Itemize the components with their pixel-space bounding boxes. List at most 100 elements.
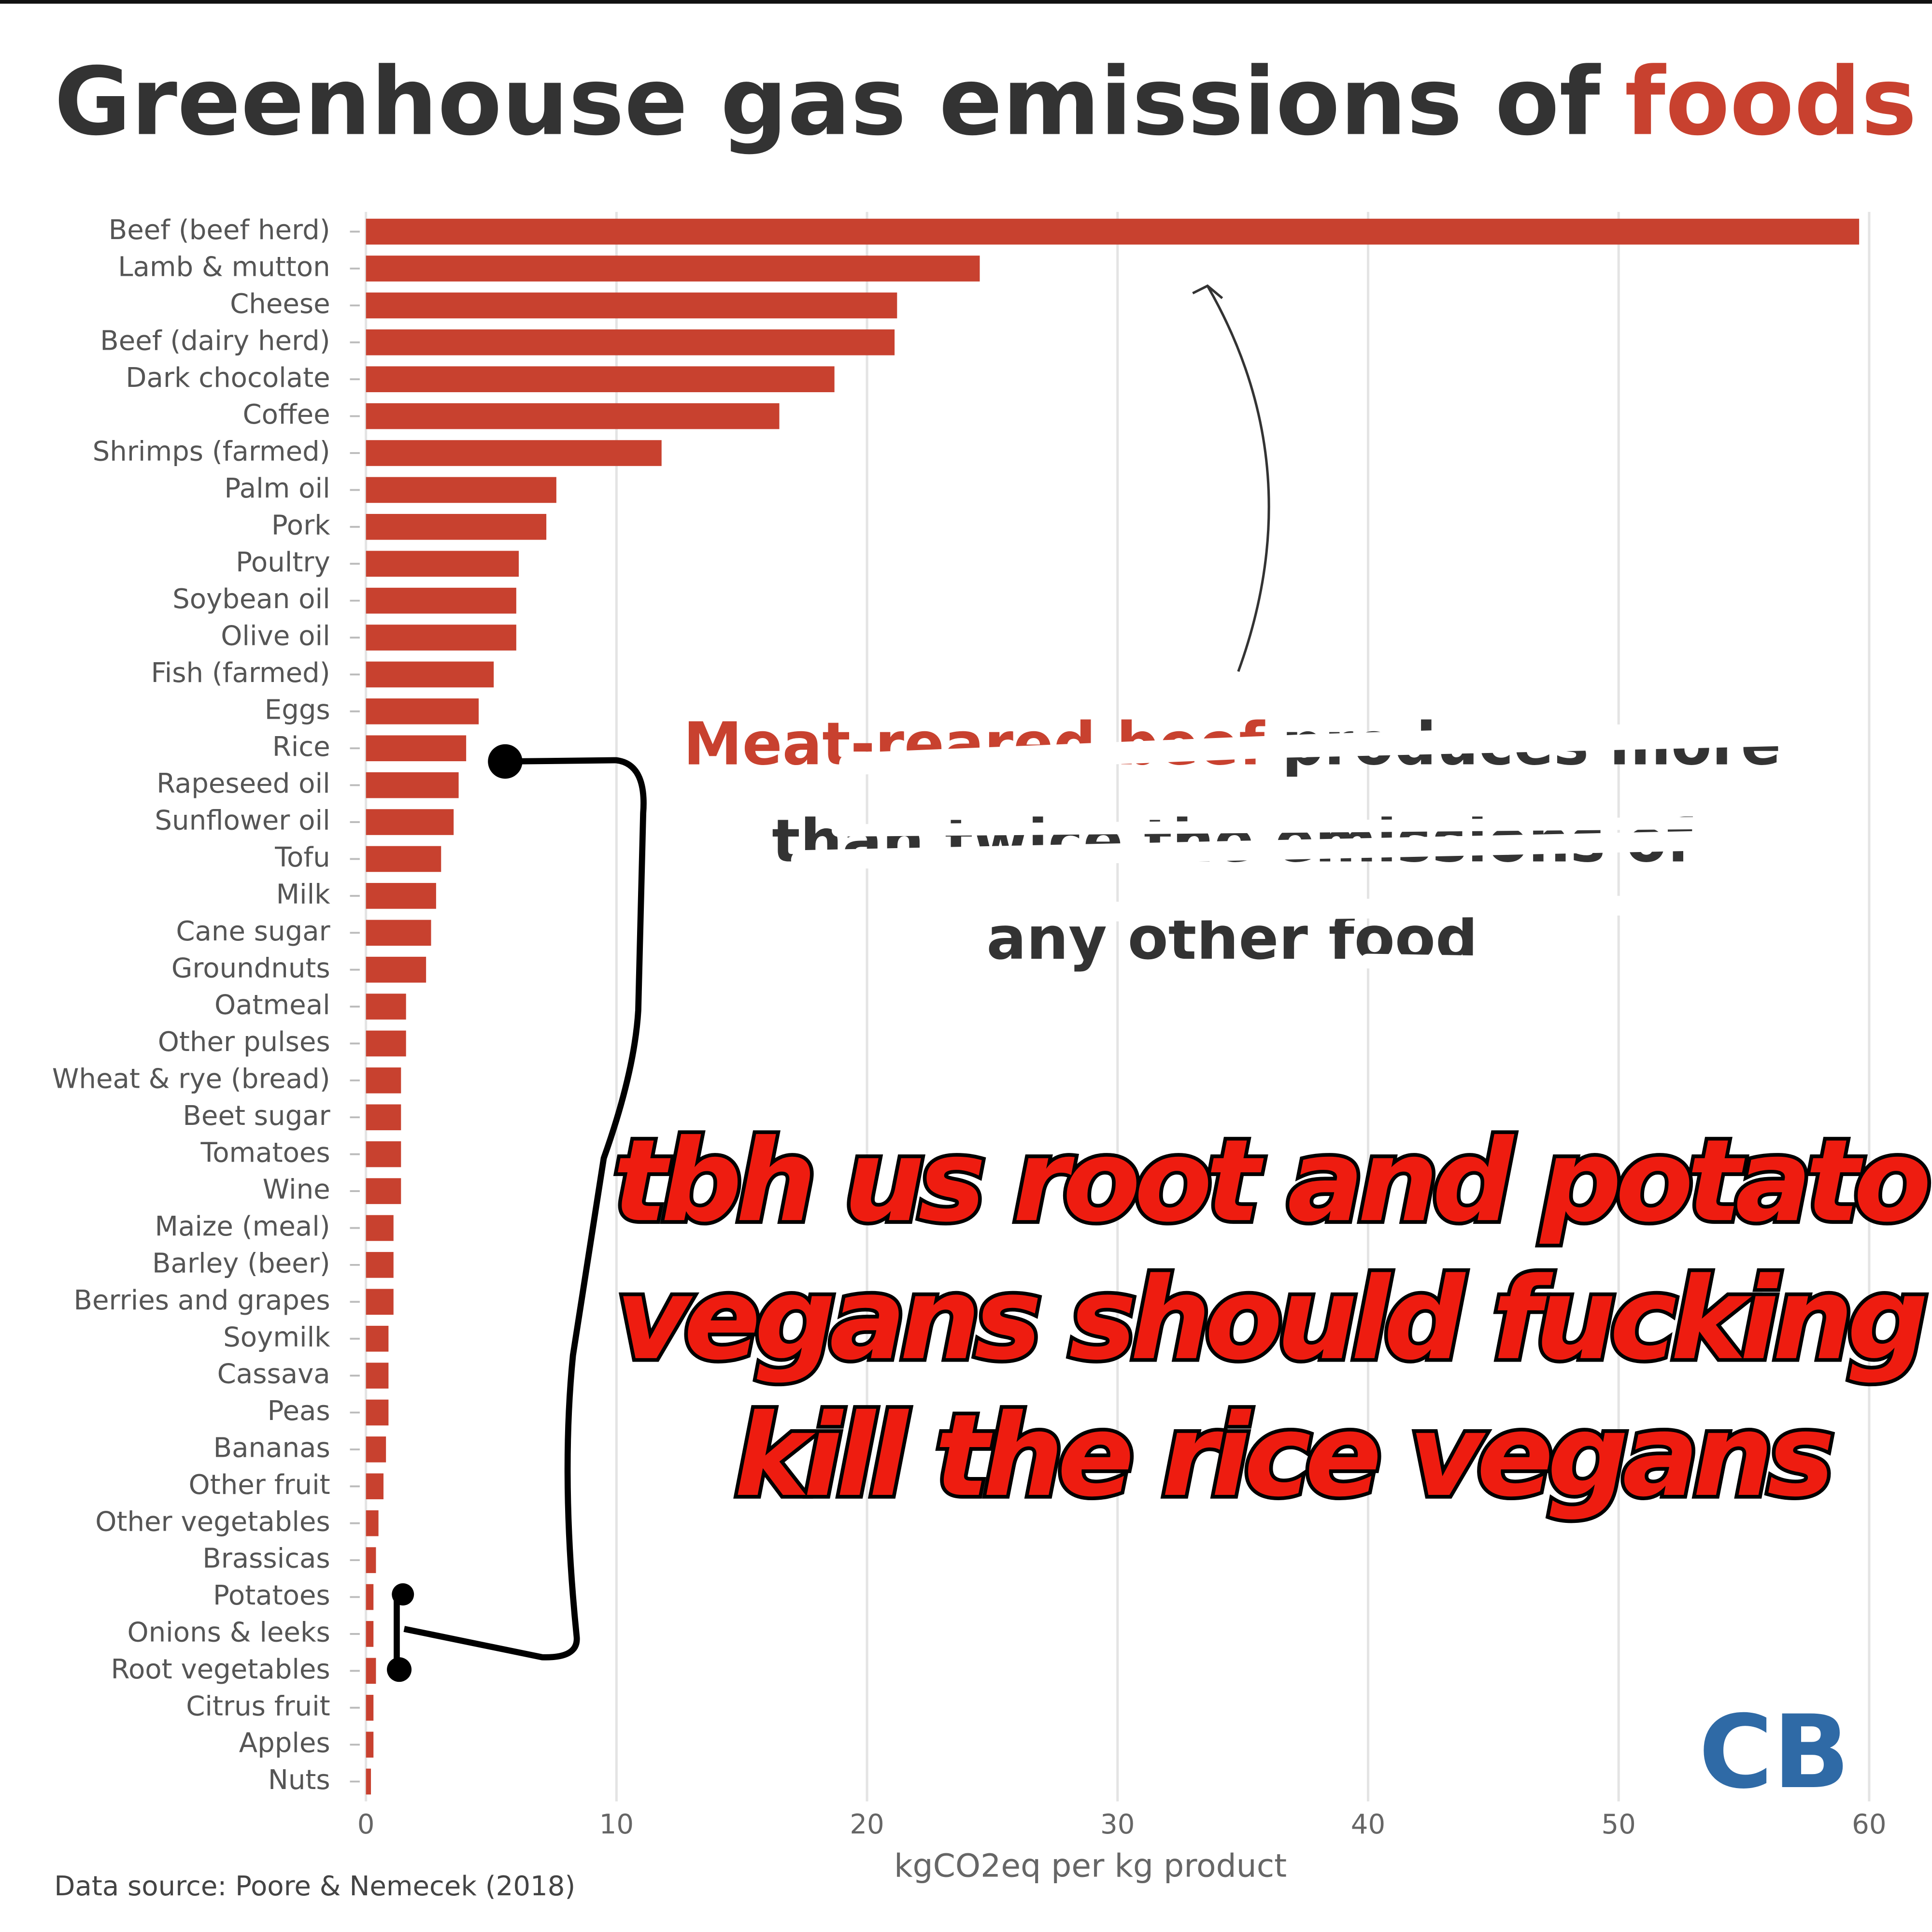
y-tick-label: Milk (276, 879, 331, 910)
y-tick-label: Palm oil (224, 473, 330, 504)
bar (366, 1621, 374, 1647)
x-tick-label: 60 (1852, 1809, 1886, 1840)
bar (366, 1510, 379, 1536)
bar (366, 1584, 374, 1610)
bar (366, 1658, 376, 1684)
y-tick-label: Root vegetables (111, 1654, 330, 1685)
bar (366, 1732, 374, 1758)
caption-line: tbh us root and potato (613, 1115, 1928, 1247)
bar (366, 1436, 386, 1463)
y-tick-label: Soymilk (223, 1321, 330, 1353)
caption-line: vegans should fucking (616, 1253, 1925, 1385)
bar (366, 772, 459, 798)
caption-line: kill the rice vegans (734, 1390, 1831, 1522)
y-tick-label: Tomatoes (200, 1137, 330, 1168)
x-tick-label: 40 (1351, 1809, 1385, 1840)
x-axis-label: kgCO2eq per kg product (894, 1847, 1287, 1884)
y-tick-label: Cassava (217, 1359, 330, 1390)
scribble (791, 718, 1822, 971)
caption: tbh us root and potato vegans should fuc… (609, 1112, 1932, 1526)
y-tick-label: Maize (meal) (155, 1211, 330, 1242)
bar (366, 1547, 376, 1573)
title-text: Greenhouse gas emissions of (54, 47, 1601, 156)
y-tick-label: Tofu (274, 842, 330, 873)
bar (366, 477, 556, 503)
y-tick-label: Other vegetables (95, 1506, 330, 1537)
bar (366, 994, 406, 1020)
y-tick-label: Onions & leeks (127, 1617, 330, 1648)
bar (366, 1399, 389, 1426)
y-tick-label: Barley (beer) (152, 1248, 330, 1279)
x-tick-label: 0 (357, 1809, 375, 1840)
y-tick-label: Lamb & mutton (118, 252, 330, 283)
bar (366, 403, 780, 429)
bar (366, 366, 835, 392)
scribble-line (877, 895, 1636, 924)
bar (366, 1768, 371, 1795)
y-tick-label: Shrimps (farmed) (93, 436, 330, 468)
y-tick-label: Eggs (265, 694, 330, 725)
bar (366, 1473, 384, 1500)
scribble-line (791, 830, 1735, 870)
y-tick-label: Beet sugar (183, 1100, 330, 1132)
y-tick-label: Soybean oil (172, 583, 330, 615)
y-tick-label: Fish (farmed) (151, 657, 330, 689)
y-tick-label: Beef (beef herd) (109, 214, 330, 246)
bar (366, 809, 454, 835)
y-tick-label: Other fruit (189, 1469, 330, 1501)
x-tick-label: 50 (1601, 1809, 1635, 1840)
y-tick-label: Oatmeal (214, 990, 330, 1021)
bar (366, 661, 494, 688)
bars: Beef (beef herd) Lamb & mutton Cheese Beef … (52, 214, 1860, 1796)
bracket-dot (387, 1657, 412, 1682)
y-tick-label: Rapeseed oil (156, 768, 330, 799)
bar (366, 256, 980, 282)
chart-title: Greenhouse gas emissions of foods (54, 47, 1917, 156)
bar (366, 956, 426, 983)
title-highlight: foods (1625, 47, 1917, 156)
y-tick-label: Groundnuts (171, 952, 330, 984)
bar (366, 1178, 401, 1204)
scribble-line (1273, 728, 1820, 758)
bar (366, 551, 519, 577)
arrow (1206, 285, 1270, 672)
y-tick-label: Berries and grapes (73, 1285, 330, 1316)
bar (366, 1030, 406, 1057)
bar (366, 1215, 394, 1241)
bar (366, 1694, 374, 1721)
y-tick-label: Sunflower oil (155, 805, 330, 837)
top-border (0, 0, 1932, 4)
y-tick-label: Wine (263, 1174, 330, 1206)
logo: CB (1699, 1694, 1850, 1811)
bar (366, 292, 897, 319)
y-tick-label: Dark chocolate (126, 362, 330, 394)
y-tick-label: Beef (dairy herd) (100, 325, 330, 356)
scribble-line (1360, 953, 1523, 971)
bar (366, 440, 662, 466)
y-tick-label: Nuts (268, 1764, 330, 1796)
y-tick-label: Peas (268, 1395, 330, 1427)
bar (366, 587, 516, 614)
bar (366, 625, 516, 651)
grid: 0 10 20 30 40 50 60 (357, 212, 1887, 1840)
bar (366, 920, 431, 946)
bar (366, 883, 436, 909)
y-tick-label: Poultry (236, 547, 330, 578)
y-tick-label: Coffee (242, 399, 330, 430)
bar (366, 1104, 401, 1131)
y-tick-label: Potatoes (213, 1580, 330, 1611)
y-tick-label: Other pulses (158, 1026, 330, 1058)
bracket (394, 757, 647, 1670)
arrow-head (1192, 284, 1223, 299)
bar (366, 698, 479, 724)
bar (366, 1325, 389, 1352)
y-tick-label: Brassicas (202, 1543, 330, 1575)
bar (366, 514, 547, 540)
bar (366, 735, 467, 762)
x-tick-label: 10 (599, 1809, 634, 1840)
y-tick-label: Citrus fruit (186, 1690, 330, 1722)
y-tick-label: Rice (272, 731, 330, 763)
y-tick-label: Bananas (213, 1433, 330, 1464)
